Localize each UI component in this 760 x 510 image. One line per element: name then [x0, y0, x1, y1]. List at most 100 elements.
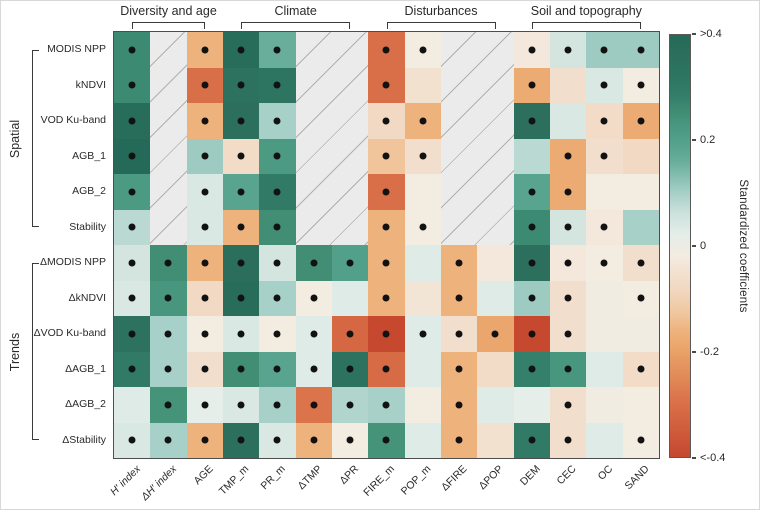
column-label: AGE: [191, 463, 216, 488]
heatmap-cell-na: [331, 138, 369, 174]
heatmap-cell: [150, 316, 187, 352]
heatmap-cell: [186, 422, 223, 458]
colorbar-tick-label: 0.2: [700, 134, 716, 146]
heatmap-cell: [368, 174, 405, 210]
significance-dot: [201, 81, 209, 89]
column-label: TMP_m: [217, 463, 252, 498]
heatmap-cell: [114, 32, 151, 68]
heatmap-cell: [440, 245, 478, 281]
significance-dot: [237, 401, 245, 409]
heatmap-cell: [259, 103, 296, 139]
heatmap-cell-na: [331, 32, 369, 68]
heatmap-cell-na: [150, 103, 187, 139]
significance-dot: [346, 330, 354, 338]
heatmap-cell-na: [331, 103, 369, 139]
significance-dot: [128, 294, 136, 302]
significance-dot: [455, 259, 463, 267]
heatmap-cell: [404, 316, 441, 352]
heatmap-cell-na: [295, 209, 332, 245]
heatmap-cell: [549, 422, 587, 458]
heatmap-cell: [368, 387, 405, 423]
heatmap-cell: [513, 280, 550, 316]
heatmap-cell: [222, 245, 260, 281]
significance-dot: [346, 436, 354, 444]
heatmap-cell: [186, 32, 223, 68]
heatmap-cell: [186, 387, 223, 423]
heatmap-cell: [404, 351, 441, 387]
heatmap-cell: [549, 280, 587, 316]
significance-dot: [564, 365, 572, 373]
heatmap-cell: [222, 280, 260, 316]
heatmap-cell: [295, 245, 332, 281]
significance-dot: [564, 330, 572, 338]
heatmap-cell: [622, 387, 659, 423]
heatmap-cell: [368, 280, 405, 316]
heatmap-cell: [186, 174, 223, 210]
significance-dot: [237, 46, 245, 54]
significance-dot: [382, 259, 390, 267]
heatmap-cell: [259, 351, 296, 387]
significance-dot: [237, 223, 245, 231]
heatmap-cell-na: [295, 174, 332, 210]
row-label: VOD Ku-band: [40, 114, 106, 126]
heatmap-cell: [186, 316, 223, 352]
heatmap-cell: [586, 387, 623, 423]
significance-dot: [600, 81, 608, 89]
significance-dot: [382, 152, 390, 160]
heatmap-cell: [186, 103, 223, 139]
heatmap-cell-na: [295, 138, 332, 174]
significance-dot: [382, 81, 390, 89]
heatmap-cell: [368, 138, 405, 174]
heatmap-cell: [295, 316, 332, 352]
significance-dot: [128, 223, 136, 231]
significance-dot: [346, 401, 354, 409]
row-label: ΔAGB_2: [65, 398, 106, 410]
significance-dot: [455, 365, 463, 373]
significance-dot: [237, 259, 245, 267]
heatmap-cell: [549, 32, 587, 68]
significance-dot: [382, 401, 390, 409]
significance-dot: [382, 330, 390, 338]
significance-dot: [273, 223, 281, 231]
significance-dot: [637, 117, 645, 125]
heatmap-cell: [114, 316, 151, 352]
heatmap-cell: [259, 67, 296, 103]
significance-dot: [164, 259, 172, 267]
significance-dot: [273, 46, 281, 54]
heatmap-cell: [622, 103, 659, 139]
heatmap-cell: [477, 351, 514, 387]
heatmap-cell: [549, 209, 587, 245]
heatmap-cell: [513, 67, 550, 103]
row-label: AGB_2: [72, 185, 106, 197]
significance-dot: [637, 365, 645, 373]
significance-dot: [201, 401, 209, 409]
heatmap-cell: [222, 103, 260, 139]
row-label: kNDVI: [75, 78, 106, 91]
significance-dot: [382, 117, 390, 125]
significance-dot: [382, 436, 390, 444]
heatmap-cell: [114, 280, 151, 316]
heatmap-cell-na: [150, 209, 187, 245]
heatmap-cell: [295, 280, 332, 316]
significance-dot: [564, 223, 572, 231]
significance-dot: [419, 223, 427, 231]
heatmap-cell: [440, 387, 478, 423]
colorbar-tick-label: 0: [700, 240, 707, 252]
heatmap-cell: [586, 209, 623, 245]
heatmap-cell: [368, 351, 405, 387]
heatmap-cell: [404, 209, 441, 245]
row-label: AGB_1: [72, 149, 106, 162]
heatmap-cell: [549, 245, 587, 281]
significance-dot: [528, 259, 536, 267]
significance-dot: [528, 330, 536, 338]
heatmap-cell: [404, 32, 441, 68]
row-label: Stability: [69, 220, 106, 233]
heatmap-cell: [586, 422, 623, 458]
significance-dot: [637, 259, 645, 267]
significance-dot: [273, 294, 281, 302]
heatmap-cell: [222, 316, 260, 352]
heatmap-cell: [513, 351, 550, 387]
heatmap-cell: [331, 387, 369, 423]
heatmap-cell: [368, 316, 405, 352]
heatmap-cell: [586, 103, 623, 139]
